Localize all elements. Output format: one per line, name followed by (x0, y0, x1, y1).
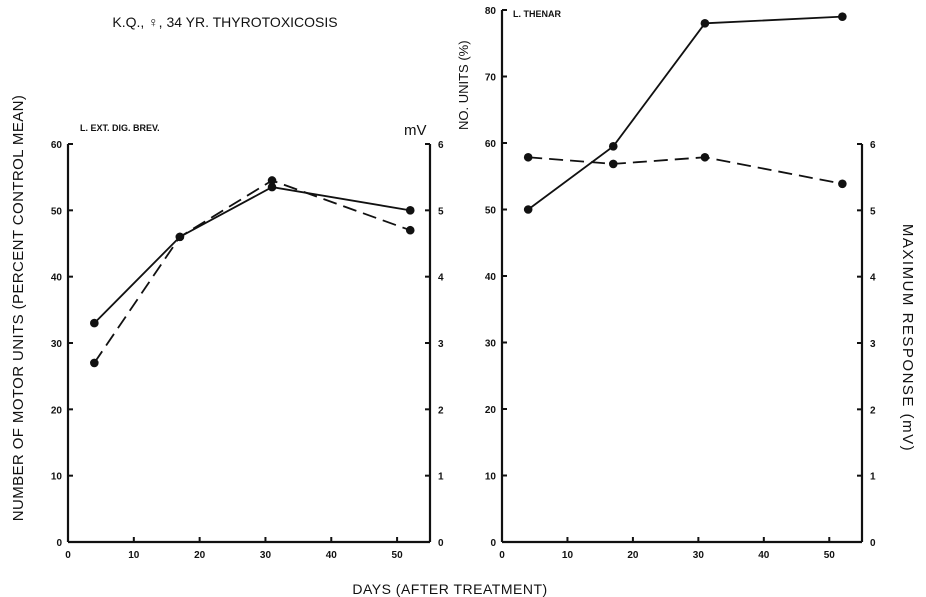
left-y-right-tick-label: 6 (438, 140, 444, 151)
y-axis-label-left: NUMBER OF MOTOR UNITS (PERCENT CONTROL M… (10, 95, 27, 522)
left-dashed-series-point (267, 176, 277, 185)
right-dashed-series-point (523, 152, 533, 162)
left-dashed-series-point (405, 225, 415, 235)
right-dashed-series-point (608, 159, 618, 169)
left-x-tick-label: 10 (128, 550, 140, 561)
right-y-right-tick-label: 1 (870, 472, 876, 483)
left-y-right-tick-label: 1 (438, 472, 444, 483)
panel-right-marks: 0 10 20 30 40 50 0 10 20 30 40 50 60 70 80 0 1 2 3 4 5 6 (485, 6, 876, 561)
left-solid-series-point (405, 206, 415, 215)
panel-label-thenar: L. THENAR (513, 9, 561, 19)
right-unit-label-mv: mV (404, 122, 427, 139)
left-y-right-tick-label: 3 (438, 339, 444, 350)
no-units-axis-label: NO. UNITS (%) (456, 40, 471, 130)
left-y-left-tick-label: 50 (51, 206, 63, 217)
y-axis-label-right: MAXIMUM RESPONSE (mV) (899, 224, 916, 452)
right-y-left-tick-label: 80 (485, 6, 497, 17)
left-x-tick-label: 0 (65, 550, 71, 561)
right-y-left-tick-label: 40 (485, 272, 497, 283)
left-solid-series-line (93, 186, 411, 324)
left-solid-series-point (90, 318, 99, 328)
figure-title: K.Q., ♀, 34 YR. THYROTOXICOSIS (112, 14, 337, 30)
right-y-left-tick-label: 60 (485, 139, 497, 150)
right-y-right-tick-label: 5 (870, 206, 876, 217)
left-y-left-tick-label: 40 (51, 273, 63, 284)
left-x-tick-label: 40 (326, 550, 338, 561)
right-y-right-tick-label: 0 (870, 538, 876, 549)
right-x-tick-label: 50 (824, 550, 836, 561)
right-y-left-tick-label: 30 (485, 339, 497, 350)
left-y-right-tick-label: 4 (438, 273, 444, 284)
right-x-tick-label: 40 (758, 550, 770, 561)
right-x-tick-label: 10 (562, 550, 574, 561)
left-dashed-series-line (93, 179, 411, 364)
left-y-right-tick-label: 0 (438, 538, 444, 549)
x-axis-label: DAYS (AFTER TREATMENT) (352, 581, 547, 597)
right-solid-series-point (838, 12, 847, 21)
panel-ext-dig-brev: L. EXT. DIG. BREV. mV 0 10 20 30 40 500102030… (51, 122, 444, 561)
right-solid-series-point (523, 205, 533, 214)
left-x-tick-label: 30 (260, 550, 272, 561)
left-y-right-tick-label: 2 (438, 405, 444, 416)
left-y-left-tick-label: 10 (51, 472, 63, 483)
right-y-left-tick-label: 10 (485, 472, 497, 483)
right-dashed-series-line (528, 156, 843, 185)
right-y-right-tick-label: 6 (870, 140, 876, 151)
right-y-right-tick-label: 3 (870, 339, 876, 350)
right-y-right-tick-label: 4 (870, 273, 876, 284)
right-solid-series-point (608, 142, 618, 151)
right-x-tick-label: 20 (627, 550, 639, 561)
right-y-right-tick-label: 2 (870, 405, 876, 416)
right-y-left-tick-label: 0 (490, 538, 496, 549)
right-solid-series-line (527, 15, 843, 211)
panel-label-ext-dig-brev: L. EXT. DIG. BREV. (80, 123, 160, 133)
left-y-left-tick-label: 60 (51, 140, 63, 151)
left-y-left-tick-label: 0 (56, 538, 62, 549)
right-x-tick-label: 30 (693, 550, 705, 561)
left-solid-series-point (267, 182, 277, 192)
left-y-left-tick-label: 20 (51, 405, 63, 416)
right-x-tick-label: 0 (499, 550, 505, 561)
right-dashed-series-point (700, 152, 710, 162)
right-y-left-tick-label: 50 (485, 206, 497, 217)
panel-thenar: L. THENAR NO. UNITS (%) 0 10 20 30 40 5001020… (456, 6, 876, 561)
panel-left-marks: 0 10 20 30 40 50 0 10 20 30 40 50 60 0 1 2 3 4 5 6 (51, 140, 444, 561)
right-solid-series-point (700, 19, 710, 28)
right-y-left-tick-label: 20 (485, 405, 497, 416)
left-y-left-tick-label: 30 (51, 339, 63, 350)
left-dashed-series-point (90, 358, 99, 368)
left-x-tick-label: 50 (392, 550, 404, 561)
left-x-tick-label: 20 (194, 550, 206, 561)
right-y-left-tick-label: 70 (485, 73, 497, 84)
left-y-right-tick-label: 5 (438, 206, 444, 217)
left-dashed-series-point (175, 232, 185, 242)
right-dashed-series-point (838, 179, 847, 189)
